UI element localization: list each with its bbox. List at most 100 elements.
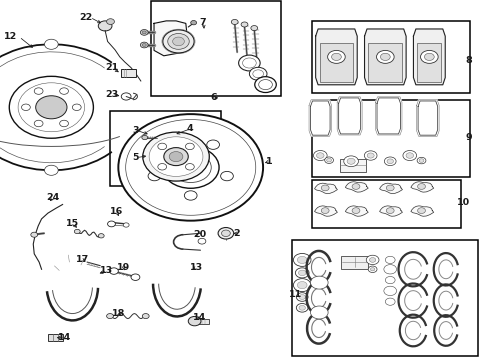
Circle shape <box>131 274 140 280</box>
Text: 15: 15 <box>66 219 79 228</box>
Bar <box>48 334 62 341</box>
Circle shape <box>249 67 266 80</box>
Circle shape <box>324 157 333 163</box>
Circle shape <box>380 53 389 60</box>
Circle shape <box>420 50 437 63</box>
Text: 10: 10 <box>456 198 469 207</box>
Circle shape <box>321 208 328 213</box>
Circle shape <box>31 232 38 237</box>
Bar <box>121 69 136 77</box>
Circle shape <box>297 256 306 264</box>
Circle shape <box>221 230 230 237</box>
Circle shape <box>184 191 197 200</box>
Circle shape <box>327 50 345 63</box>
Circle shape <box>140 42 148 48</box>
Circle shape <box>170 152 211 183</box>
Circle shape <box>72 104 81 111</box>
Text: 2: 2 <box>233 229 240 238</box>
Bar <box>198 319 209 324</box>
Circle shape <box>118 114 263 221</box>
Polygon shape <box>376 98 400 134</box>
Circle shape <box>385 298 394 305</box>
Circle shape <box>298 305 305 310</box>
Polygon shape <box>345 182 367 192</box>
Polygon shape <box>345 206 367 216</box>
Circle shape <box>417 184 425 189</box>
Bar <box>339 159 365 172</box>
Text: 13: 13 <box>190 263 203 271</box>
Text: 22: 22 <box>79 13 92 22</box>
Circle shape <box>74 229 80 234</box>
Circle shape <box>250 26 257 31</box>
Text: 8: 8 <box>464 56 471 65</box>
Polygon shape <box>154 21 188 56</box>
Circle shape <box>142 31 146 34</box>
Circle shape <box>121 93 131 100</box>
Circle shape <box>331 53 341 60</box>
Circle shape <box>167 33 189 49</box>
Circle shape <box>386 159 393 164</box>
Circle shape <box>241 22 247 27</box>
Circle shape <box>190 21 196 25</box>
Circle shape <box>231 19 238 24</box>
Circle shape <box>98 234 104 238</box>
Circle shape <box>142 132 209 181</box>
Circle shape <box>21 104 30 111</box>
Polygon shape <box>308 100 331 136</box>
Circle shape <box>385 256 394 264</box>
Bar <box>110 111 221 186</box>
Circle shape <box>313 150 326 161</box>
Circle shape <box>383 286 396 296</box>
Circle shape <box>254 77 276 93</box>
Circle shape <box>258 80 272 90</box>
Circle shape <box>158 163 166 170</box>
Text: 11: 11 <box>288 290 302 299</box>
Circle shape <box>169 152 183 162</box>
Circle shape <box>142 135 147 140</box>
Circle shape <box>149 137 203 176</box>
Circle shape <box>370 268 374 271</box>
Circle shape <box>142 314 149 319</box>
Circle shape <box>366 153 373 158</box>
Polygon shape <box>314 183 337 194</box>
Circle shape <box>44 165 58 175</box>
Bar <box>340 256 367 269</box>
Circle shape <box>376 50 393 63</box>
Text: 4: 4 <box>186 124 193 133</box>
Polygon shape <box>379 206 402 216</box>
Bar <box>311 21 469 93</box>
Circle shape <box>366 255 378 265</box>
Text: 18: 18 <box>111 309 125 318</box>
Circle shape <box>162 140 174 149</box>
Circle shape <box>310 306 327 319</box>
Circle shape <box>9 76 93 138</box>
Circle shape <box>36 96 67 119</box>
Text: 17: 17 <box>75 256 89 264</box>
Circle shape <box>424 53 433 60</box>
Polygon shape <box>416 100 438 136</box>
Circle shape <box>297 282 306 289</box>
Circle shape <box>298 294 305 300</box>
Circle shape <box>140 30 148 35</box>
Circle shape <box>34 120 43 127</box>
Circle shape <box>106 19 114 24</box>
Text: 3: 3 <box>132 126 139 135</box>
Circle shape <box>34 88 43 94</box>
Bar <box>319 44 352 82</box>
Circle shape <box>60 88 68 94</box>
Polygon shape <box>410 182 433 192</box>
Polygon shape <box>314 206 337 216</box>
Circle shape <box>293 253 310 266</box>
Circle shape <box>385 276 394 284</box>
Circle shape <box>220 171 233 181</box>
Text: 24: 24 <box>46 193 60 202</box>
Circle shape <box>321 185 328 191</box>
Text: 14: 14 <box>58 333 71 342</box>
Circle shape <box>326 158 331 162</box>
Circle shape <box>369 258 375 262</box>
Circle shape <box>206 140 219 149</box>
Polygon shape <box>417 101 437 135</box>
Bar <box>311 180 460 228</box>
Text: 6: 6 <box>210 94 217 102</box>
Bar <box>292 240 477 356</box>
